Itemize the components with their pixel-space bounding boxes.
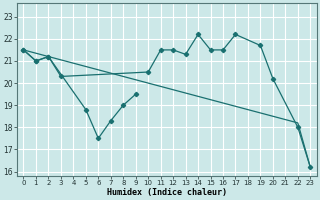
X-axis label: Humidex (Indice chaleur): Humidex (Indice chaleur) bbox=[107, 188, 227, 197]
